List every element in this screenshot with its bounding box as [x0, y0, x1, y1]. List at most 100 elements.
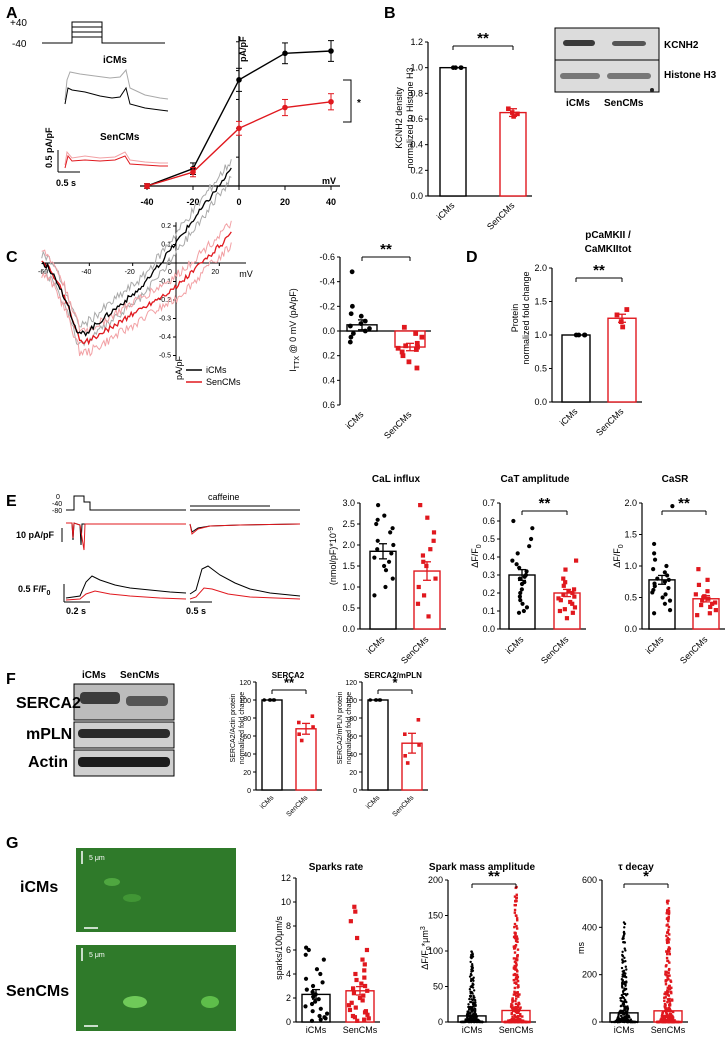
point-sen [665, 973, 668, 977]
point-ctrl [388, 530, 393, 535]
point-sen [667, 990, 670, 993]
point-sen [515, 1019, 518, 1023]
point-ctrl [350, 331, 356, 336]
point-sen [366, 1016, 371, 1021]
point-ctrl [522, 574, 527, 579]
point-ctrl [464, 1019, 467, 1023]
y-tick-label: 6 [286, 945, 291, 955]
point-ctrl [650, 590, 655, 595]
point-ctrl [630, 1020, 633, 1024]
sig-label: ** [284, 675, 295, 690]
point-sen [516, 954, 519, 958]
point-ctrl [466, 1013, 469, 1017]
point-sen [428, 547, 433, 552]
point-sen [666, 959, 670, 963]
f-ratio-ylabel-1: SERCA2/mPLN protein [337, 692, 344, 765]
point-sen [668, 961, 671, 964]
point-sen [614, 312, 620, 318]
point-sen [663, 992, 666, 996]
point-sen [673, 1019, 676, 1022]
y-tick-label: 0 [592, 1017, 597, 1027]
point-sen [419, 334, 425, 340]
point-sen [413, 331, 419, 336]
point-sen [669, 1019, 673, 1022]
point-ctrl [636, 1020, 639, 1024]
point-sen [350, 986, 356, 991]
category-label: iCMs [344, 409, 366, 431]
point-ctrl [618, 1020, 621, 1024]
point-sen [556, 596, 561, 601]
point-ctrl [517, 594, 522, 599]
point-sen [513, 1007, 516, 1010]
point-sen [666, 975, 669, 979]
y-tick-label: 0.2 [322, 351, 335, 361]
category-label: SenCMs [285, 794, 309, 818]
point-ctrl [390, 576, 395, 581]
point-ctrl [470, 967, 474, 970]
point-sen [516, 991, 519, 994]
sig-label: * [643, 868, 649, 885]
x-tick-label: 20 [211, 269, 219, 276]
e-protocol-tick-80: -80 [52, 508, 62, 515]
b-bar-chart: 0.0 0.2 0.4 0.6 0.8 1.0 1.2 iCMs SenCMs ** [410, 30, 532, 232]
point-sen [561, 583, 566, 588]
point-sen [512, 957, 516, 960]
point-sen [671, 1010, 675, 1014]
point-sen [511, 1015, 514, 1018]
point-sen [514, 943, 518, 947]
point-ctrl [666, 585, 671, 591]
sig-label: ** [678, 495, 690, 512]
point-sen [510, 110, 515, 115]
c-ylabel-sub: TTX [294, 356, 301, 370]
point-sen [665, 1012, 669, 1016]
point-ctrl [624, 949, 627, 952]
y-tick-label: 2.5 [342, 519, 355, 529]
category-label: SenCMs [485, 200, 517, 232]
point-ctrl [376, 503, 381, 508]
e-casr-ylabel-sub: 0 [618, 544, 625, 548]
point-sen [572, 594, 577, 599]
point-ctrl [652, 584, 657, 589]
point-sen [557, 608, 563, 614]
point-sen [517, 995, 520, 998]
point-ctrl [390, 526, 395, 531]
c-legend-ctrl: iCMs [206, 365, 227, 375]
point-sen [666, 993, 670, 996]
point-ctrl [472, 1003, 475, 1006]
y-tick-label: 0.2 [482, 588, 495, 598]
point-ctrl [303, 976, 309, 981]
e-casr-title: CaSR [662, 474, 689, 485]
y-tick-label: 1.0 [624, 561, 637, 571]
point-sen [665, 993, 668, 996]
point-sen [713, 608, 718, 613]
e-scale-bars [63, 584, 212, 603]
c-trace-plot: -60 -40 -20 0 200.20.10-0.1-0.2-0.3-0.4-0.5 [38, 159, 246, 360]
g-linescan-ctrl [76, 848, 236, 932]
point-ctrl [652, 551, 657, 556]
c-y-unit: pA/pF [174, 355, 184, 380]
category-label: SenCMs [499, 1025, 534, 1035]
point-sen [414, 365, 420, 371]
point-sen [713, 600, 718, 605]
point-sen [353, 971, 358, 977]
g-scale-sen: 5 μm [89, 952, 105, 959]
point-ctrl [468, 997, 471, 1001]
e-cal-title: CaL influx [372, 474, 421, 485]
point-sen [624, 307, 630, 312]
panel-label-a: A [6, 5, 18, 22]
point-sen [516, 940, 519, 944]
y-tick-label: 100 [345, 698, 357, 705]
point-ctrl [472, 989, 476, 992]
point-sen [665, 952, 669, 956]
point-ctrl [474, 1001, 477, 1004]
point-sen [514, 966, 517, 969]
point-sen [561, 592, 566, 597]
point-ctrl [375, 538, 380, 543]
point-sen [664, 1006, 667, 1010]
point-sen [570, 590, 575, 596]
point-sen [517, 1020, 520, 1023]
point-ctrl [358, 313, 364, 319]
point-sen [663, 1020, 666, 1024]
y-tick-label: 0.6 [482, 516, 495, 526]
point-sen [665, 912, 668, 915]
